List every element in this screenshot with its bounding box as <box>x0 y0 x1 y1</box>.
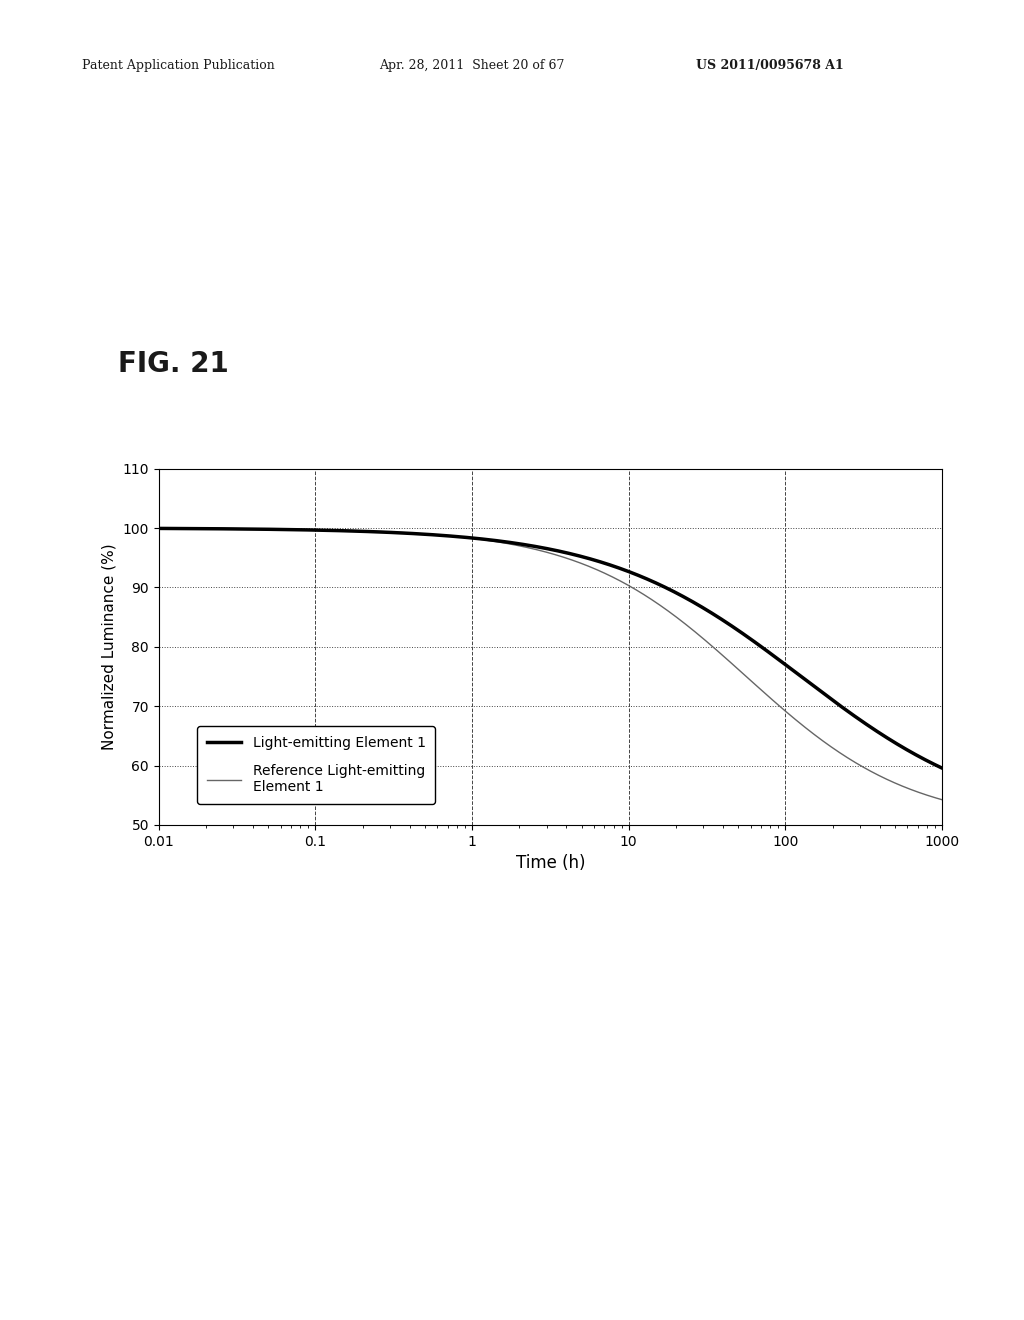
Text: FIG. 21: FIG. 21 <box>118 350 228 378</box>
X-axis label: Time (h): Time (h) <box>516 854 585 873</box>
Text: US 2011/0095678 A1: US 2011/0095678 A1 <box>696 59 844 73</box>
Legend: Light-emitting Element 1, Reference Light-emitting
Element 1: Light-emitting Element 1, Reference Ligh… <box>197 726 435 804</box>
Text: Patent Application Publication: Patent Application Publication <box>82 59 274 73</box>
Y-axis label: Normalized Luminance (%): Normalized Luminance (%) <box>102 544 117 750</box>
Text: Apr. 28, 2011  Sheet 20 of 67: Apr. 28, 2011 Sheet 20 of 67 <box>379 59 564 73</box>
